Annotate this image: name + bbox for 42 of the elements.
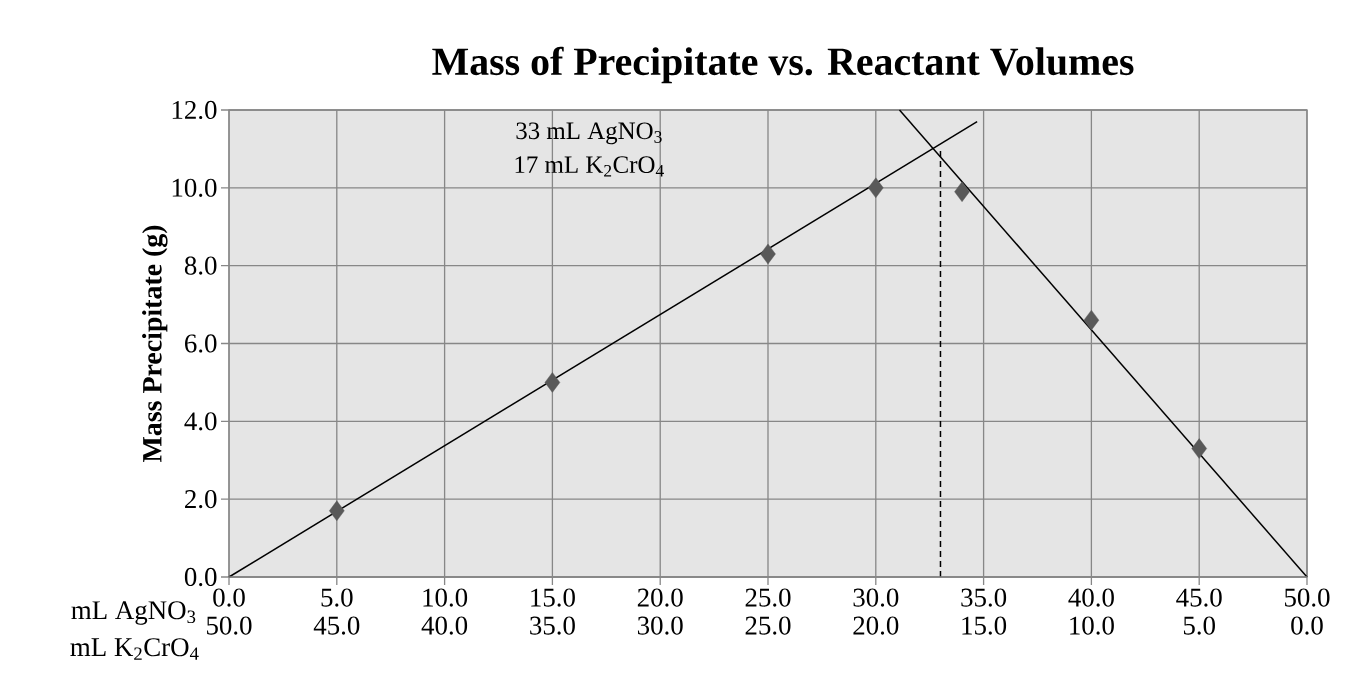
x2-tick-label: 5.0: [1183, 616, 1215, 635]
y-axis-title: Mass Precipitate (g): [142, 225, 168, 463]
point: [544, 372, 561, 393]
y-tick-label: 2.0: [185, 490, 217, 509]
x2-axis-title: mL K$_{2}$CrO$_{4}$: [70, 638, 199, 660]
x2-tick-label: 0.0: [1291, 616, 1323, 635]
x-tick-label: 25.0: [745, 588, 791, 607]
point: [329, 500, 345, 522]
x2-tick-label: 20.0: [853, 616, 899, 635]
x2-tick-label: 25.0: [745, 616, 791, 635]
y-tick-label: 12.0: [172, 100, 217, 120]
x-axis-title: mL AgNO$_{3}$: [71, 601, 196, 625]
x2-tick-label: 40.0: [421, 616, 468, 635]
x-tick-label: 0.0: [213, 588, 245, 607]
x-tick-label: 20.0: [637, 588, 683, 607]
x2-tick-label: 45.0: [313, 616, 360, 635]
x2-tick-label: 50.0: [207, 616, 252, 635]
x-tick-label: 40.0: [1068, 588, 1114, 607]
point: [954, 181, 970, 202]
x-tick-label: 15.0: [531, 588, 575, 607]
y-tick-label: 8.0: [184, 256, 217, 275]
x2-tick-label: 15.0: [962, 616, 1007, 635]
annotation: 17 mL K$_{2}$CrO$_{4}$: [515, 156, 664, 177]
chart-title: Mass of Precipitate vs. Reactant Volumes: [432, 46, 1134, 84]
annotation: 33 mL AgNO$_{3}$: [516, 122, 662, 145]
x-tick-label: 5.0: [321, 588, 353, 607]
x-tick-label: 10.0: [423, 588, 468, 607]
x2-tick-label: 35.0: [530, 616, 575, 635]
y-tick-label: 6.0: [185, 334, 217, 353]
point: [868, 177, 884, 199]
x-tick-label: 30.0: [853, 588, 899, 607]
point: [1083, 309, 1100, 331]
point: [760, 243, 776, 265]
x-tick-label: 35.0: [961, 588, 1007, 607]
point: [1191, 438, 1207, 459]
x2-tick-label: 30.0: [637, 616, 683, 635]
x2-tick-label: 10.0: [1070, 616, 1114, 635]
x-tick-label: 50.0: [1285, 588, 1330, 607]
y-tick-label: 4.0: [184, 412, 217, 431]
y-tick-label: 0.0: [184, 567, 217, 587]
x-tick-label: 45.0: [1176, 588, 1222, 607]
y-tick-label: 10.0: [172, 178, 217, 197]
